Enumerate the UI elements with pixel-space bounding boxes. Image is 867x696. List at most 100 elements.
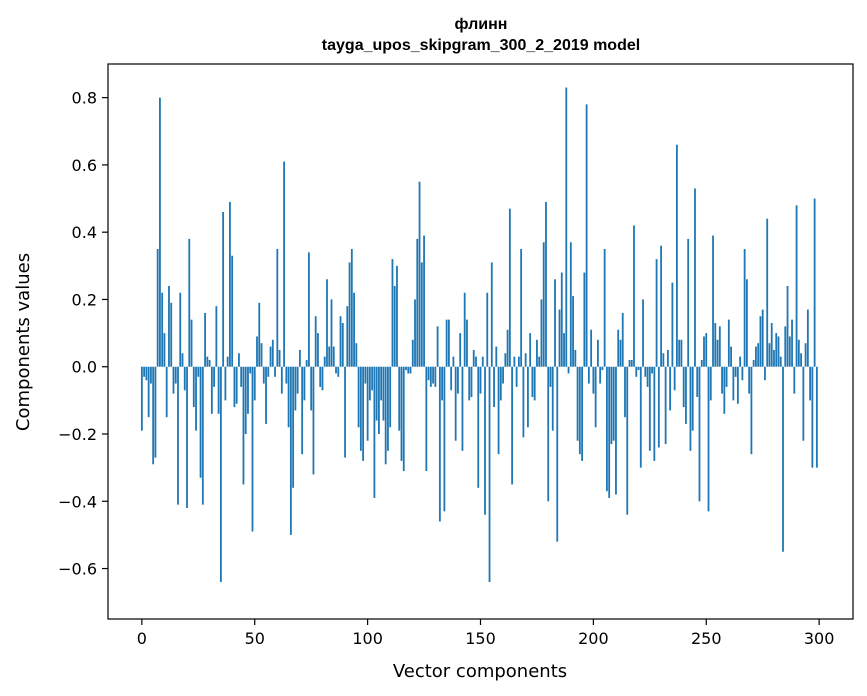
bar-134 — [443, 366, 446, 512]
bar-150 — [479, 366, 482, 394]
bar-263 — [734, 366, 737, 377]
bar-42 — [235, 366, 238, 404]
bar-108 — [384, 366, 387, 465]
bar-205 — [603, 249, 606, 367]
bar-66 — [289, 366, 292, 535]
y-axis-ticks: −0.6 −0.4 −0.2 0.0 0.2 0.4 0.6 0.8 — [58, 89, 108, 579]
bar-192 — [574, 349, 577, 367]
bar-188 — [565, 87, 568, 367]
bar-33 — [215, 306, 218, 367]
bar-65 — [287, 366, 290, 428]
bar-189 — [567, 366, 570, 374]
bar-92 — [348, 262, 351, 367]
bar-267 — [743, 249, 746, 367]
bar-222 — [642, 299, 644, 367]
bar-54 — [262, 366, 265, 384]
bar-46 — [244, 366, 247, 434]
bar-280 — [773, 349, 775, 367]
bar-213 — [621, 312, 624, 367]
bar-5 — [152, 366, 155, 465]
bar-85 — [332, 346, 335, 367]
bar-118 — [407, 366, 410, 374]
bar-17 — [179, 292, 182, 367]
bar-166 — [515, 366, 518, 387]
bar-297 — [811, 366, 814, 468]
bar-59 — [274, 366, 276, 377]
bar-90 — [344, 366, 346, 458]
bar-72 — [303, 366, 306, 401]
bar-285 — [784, 326, 787, 367]
bar-129 — [432, 366, 434, 384]
bar-243 — [689, 366, 692, 451]
bar-238 — [678, 339, 681, 367]
bar-121 — [414, 299, 416, 367]
bar-199 — [590, 329, 593, 367]
bar-62 — [280, 366, 283, 394]
bar-181 — [549, 366, 552, 387]
bar-47 — [247, 366, 249, 414]
bar-76 — [312, 366, 315, 475]
bar-98 — [362, 366, 365, 461]
bar-55 — [265, 366, 267, 424]
bar-265 — [739, 356, 742, 367]
bar-107 — [382, 366, 385, 421]
bar-226 — [651, 366, 653, 374]
bar-212 — [619, 339, 622, 367]
bar-8 — [159, 97, 161, 367]
bar-294 — [804, 343, 807, 367]
bar-109 — [387, 366, 389, 451]
bar-266 — [741, 366, 744, 381]
bar-70 — [298, 349, 301, 367]
bar-286 — [786, 286, 789, 367]
bar-48 — [249, 366, 252, 374]
bar-244 — [691, 366, 694, 431]
bar-156 — [493, 366, 495, 408]
bar-28 — [204, 312, 206, 367]
bar-2 — [145, 366, 148, 381]
bar-6 — [154, 366, 157, 458]
bar-86 — [335, 366, 337, 374]
bar-0 — [140, 366, 143, 431]
y-tick-label: 0.8 — [72, 89, 97, 108]
bar-147 — [472, 349, 475, 367]
bar-221 — [639, 366, 642, 468]
bar-292 — [800, 353, 802, 367]
bar-251 — [707, 366, 710, 512]
chart-title: флинн — [455, 16, 508, 33]
bar-295 — [806, 309, 809, 367]
bar-256 — [718, 326, 721, 367]
bar-93 — [350, 249, 353, 367]
bar-84 — [330, 299, 333, 367]
bar-193 — [576, 366, 579, 441]
bar-105 — [378, 366, 380, 434]
bar-209 — [612, 366, 615, 441]
y-tick-label: −0.6 — [58, 560, 97, 579]
bar-296 — [809, 366, 812, 401]
bar-13 — [170, 302, 173, 367]
bar-171 — [527, 366, 529, 428]
bar-245 — [694, 188, 696, 367]
bar-110 — [389, 366, 392, 428]
bar-50 — [253, 366, 256, 401]
bar-208 — [610, 366, 613, 445]
bar-228 — [655, 259, 658, 367]
bar-248 — [700, 360, 703, 367]
bar-270 — [750, 366, 753, 455]
bar-61 — [278, 349, 281, 367]
bar-155 — [490, 262, 493, 367]
x-tick-label: 300 — [804, 629, 835, 648]
bar-231 — [662, 353, 665, 367]
bar-260 — [727, 319, 730, 367]
bar-89 — [341, 323, 344, 367]
bar-282 — [777, 336, 780, 367]
bar-16 — [177, 366, 179, 505]
bar-289 — [793, 366, 796, 394]
bar-7 — [156, 249, 159, 367]
bar-262 — [732, 366, 735, 401]
bar-288 — [791, 319, 793, 367]
bar-165 — [513, 356, 516, 367]
bar-168 — [520, 249, 523, 367]
bar-146 — [470, 366, 473, 397]
bar-173 — [531, 366, 534, 397]
